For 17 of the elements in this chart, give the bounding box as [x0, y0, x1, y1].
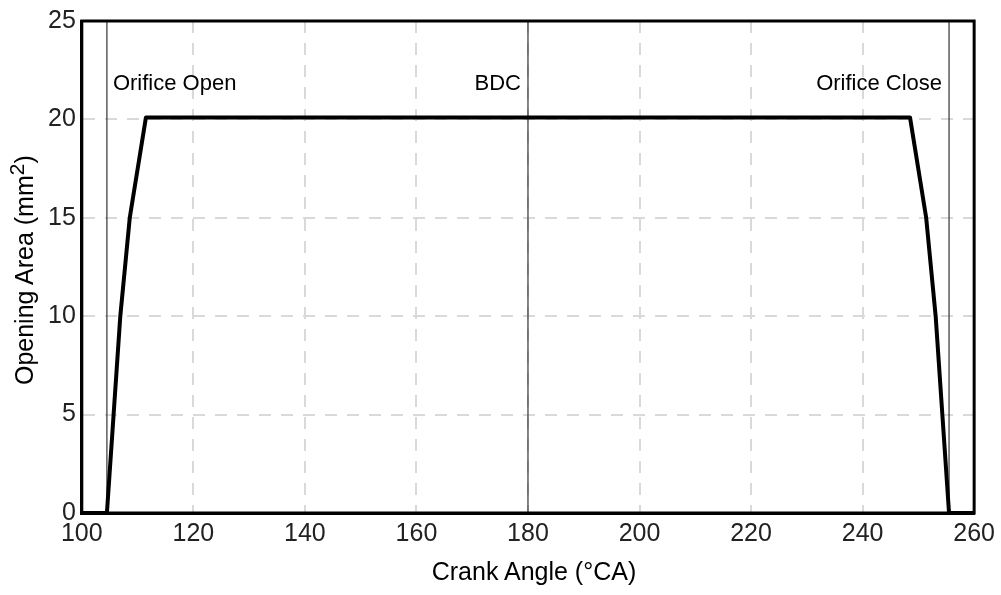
- y-tick-label: 25: [48, 4, 76, 33]
- y-tick-label: 5: [61, 398, 76, 427]
- x-tick-label: 260: [953, 517, 995, 546]
- x-tick-label: 220: [730, 517, 772, 546]
- x-axis-title: Crank Angle (°CA): [430, 557, 638, 586]
- x-tick-label: 160: [395, 517, 438, 546]
- x-tick-label: 180: [507, 517, 549, 546]
- x-tick-label: 120: [172, 517, 215, 546]
- x-tick-label: 200: [618, 517, 661, 546]
- ref-line-label: Orifice Open: [112, 70, 237, 96]
- ref-line-label: Orifice Close: [816, 70, 943, 96]
- x-tick-label: 240: [841, 517, 884, 546]
- ref-line-label: BDC: [474, 70, 522, 96]
- x-tick-label: 140: [284, 517, 326, 546]
- y-tick-label: 20: [48, 103, 76, 132]
- y-tick-label: 10: [48, 300, 76, 329]
- y-tick-label: 15: [48, 201, 76, 230]
